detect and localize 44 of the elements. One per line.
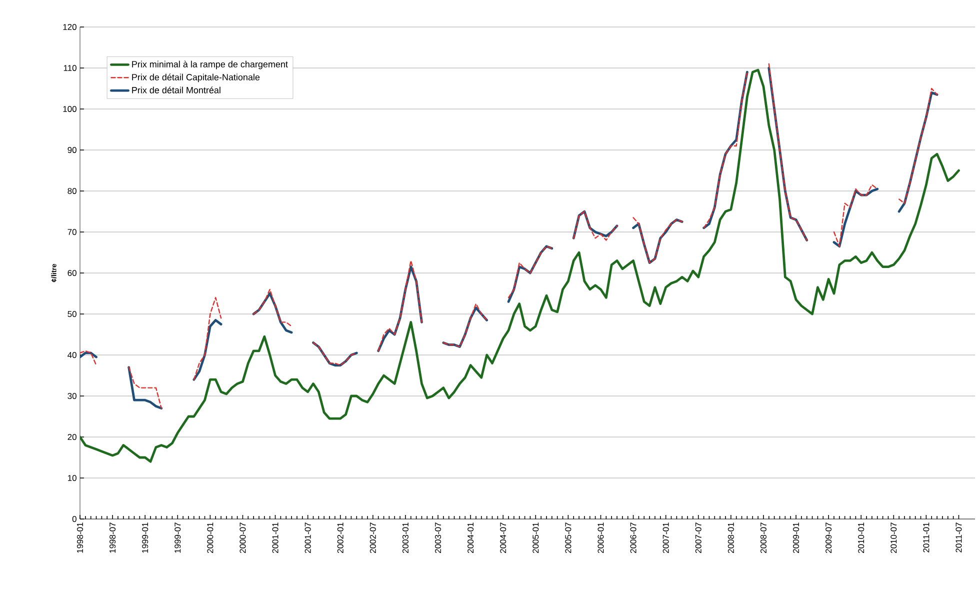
y-tick-label: 60: [68, 270, 76, 276]
legend-label: Prix minimal à la rampe de chargement: [132, 60, 288, 70]
x-tick-label: 2002-01: [337, 522, 344, 553]
legend-label: Prix de détail Capitale-Nationale: [132, 74, 260, 82]
x-tick-label: 1998-01: [76, 522, 84, 553]
x-tick-label: 2001-07: [304, 522, 311, 553]
x-tick-label: 2011-01: [923, 522, 930, 552]
y-tick-label: 0: [72, 516, 76, 522]
x-tick-label: 2010-01: [858, 522, 864, 553]
x-tick-label: 2009-07: [826, 522, 832, 553]
x-tick-label: 2000-07: [240, 522, 246, 553]
x-tick-label: 2004-07: [500, 522, 506, 553]
x-tick-label: 2008-01: [728, 522, 734, 553]
y-tick-label: 10: [68, 474, 76, 482]
y-tick-label: 20: [68, 434, 76, 440]
y-tick-label: 40: [68, 352, 76, 358]
x-tick-label: 2001-01: [272, 522, 278, 553]
y-tick-label: 110: [64, 64, 76, 71]
y-tick-label: 80: [68, 188, 76, 194]
x-tick-label: 2003-07: [434, 522, 442, 553]
x-tick-label: 2009-01: [792, 522, 800, 553]
x-tick-label: 2005-01: [532, 522, 539, 553]
y-tick-label: 70: [68, 228, 76, 235]
y-tick-label: 100: [63, 106, 76, 112]
x-tick-label: 2010-07: [890, 522, 897, 553]
x-tick-label: 2007-01: [662, 522, 669, 553]
y-tick-label: 120: [63, 24, 76, 30]
y-tick-label: 90: [68, 146, 76, 153]
x-tick-label: 2008-07: [760, 522, 766, 553]
x-tick-label: 2002-07: [370, 522, 376, 553]
x-tick-label: 1998-07: [110, 522, 116, 553]
x-tick-label: 2005-07: [565, 522, 572, 553]
x-tick-label: 2006-07: [630, 522, 636, 553]
y-tick-label: 30: [68, 392, 76, 399]
x-tick-label: 2011-07: [956, 522, 962, 552]
x-tick-label: 2007-07: [695, 522, 702, 553]
x-tick-label: 1999-01: [142, 522, 148, 553]
x-tick-label: 2003-01: [402, 522, 408, 553]
x-tick-label: 2004-01: [468, 522, 474, 553]
legend-label: Prix de détail Montréal: [132, 86, 220, 94]
x-tick-label: 2000-01: [207, 522, 214, 553]
y-tick-label: 50: [68, 310, 76, 317]
x-tick-label: 2006-01: [598, 522, 604, 553]
x-tick-label: 1999-07: [174, 522, 181, 553]
